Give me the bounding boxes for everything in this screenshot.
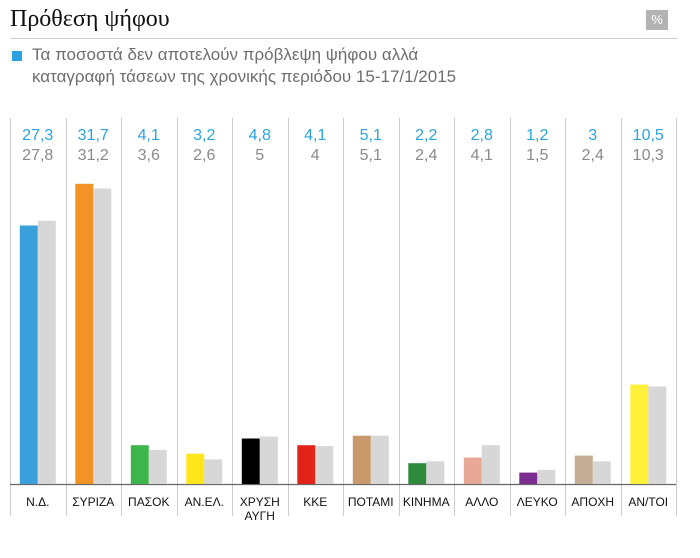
subtitle-line-1: Τα ποσοστά δεν αποτελούν πρόβλεψη ψήφου … — [32, 45, 419, 64]
bar-current — [463, 457, 482, 484]
bar-current — [519, 472, 538, 484]
data-label-previous: 5,1 — [360, 147, 382, 164]
data-label-current: 5,1 — [360, 127, 382, 144]
bar-previous — [592, 461, 611, 484]
title-divider — [10, 38, 678, 39]
bar-current — [75, 183, 94, 485]
chart-title: Πρόθεση ψήφου — [10, 6, 170, 32]
category-label: ΠΟΤΑΜΙ — [348, 495, 394, 509]
category-label: ΚΚΕ — [303, 495, 327, 509]
data-label-current: 2,2 — [415, 127, 437, 144]
bar-current — [130, 445, 149, 484]
bar-previous — [370, 435, 389, 484]
data-label-previous: 4 — [311, 147, 320, 164]
data-label-current: 10,5 — [633, 127, 664, 144]
data-label-current: 3 — [588, 127, 597, 144]
bar-previous — [259, 436, 278, 484]
data-label-current: 27,3 — [22, 127, 53, 144]
data-label-current: 4,8 — [249, 127, 271, 144]
data-label-current: 4,1 — [304, 127, 326, 144]
category-label: ΠΑΣΟΚ — [128, 495, 169, 509]
percent-badge: % — [646, 10, 668, 30]
subtitle-line-2: καταγραφή τάσεων της χρονικής περιόδου 1… — [32, 67, 457, 86]
legend-square-icon — [12, 51, 22, 61]
data-label-current: 4,1 — [138, 127, 160, 144]
bar-current — [19, 225, 38, 484]
bar-current — [186, 453, 205, 484]
bar-current — [630, 384, 649, 484]
bar-previous — [481, 445, 500, 484]
category-label: ΧΡΥΣΗ — [240, 495, 280, 509]
bar-previous — [37, 220, 56, 484]
category-label: ΚΙΝΗΜΑ — [403, 495, 450, 509]
bar-current — [408, 463, 427, 484]
data-label-previous: 27,8 — [22, 147, 53, 164]
bar-previous — [537, 469, 556, 484]
bar-current — [352, 435, 371, 484]
data-label-previous: 1,5 — [526, 147, 548, 164]
bar-previous — [93, 188, 112, 484]
data-label-previous: 10,3 — [633, 147, 664, 164]
bar-current — [241, 438, 260, 484]
category-label: ΑΥΓΗ — [245, 509, 275, 523]
data-label-previous: 2,4 — [582, 147, 604, 164]
bar-previous — [315, 446, 334, 484]
category-label: ΑΝ.ΕΛ. — [185, 495, 224, 509]
bar-current — [297, 445, 316, 484]
bar-previous — [426, 461, 445, 484]
category-label: ΣΥΡΙΖΑ — [72, 495, 114, 509]
data-label-previous: 5 — [255, 147, 264, 164]
data-label-previous: 31,2 — [78, 147, 109, 164]
data-label-current: 31,7 — [78, 127, 109, 144]
bar-previous — [204, 459, 223, 484]
category-label: Ν.Δ. — [26, 495, 49, 509]
bar-current — [574, 455, 593, 484]
category-label: ΛΕΥΚΟ — [517, 495, 558, 509]
category-label: ΑΛΛΟ — [465, 495, 498, 509]
data-label-current: 2,8 — [471, 127, 493, 144]
data-label-previous: 2,4 — [415, 147, 437, 164]
bar-previous — [148, 449, 167, 484]
data-label-current: 1,2 — [526, 127, 548, 144]
data-label-previous: 4,1 — [471, 147, 493, 164]
data-label-previous: 3,6 — [138, 147, 160, 164]
data-label-previous: 2,6 — [193, 147, 215, 164]
bar-previous — [648, 386, 667, 484]
category-label: ΑΠΟΧΗ — [571, 495, 614, 509]
data-label-current: 3,2 — [193, 127, 215, 144]
category-label: ΑΝ/ΤΟΙ — [628, 495, 668, 509]
